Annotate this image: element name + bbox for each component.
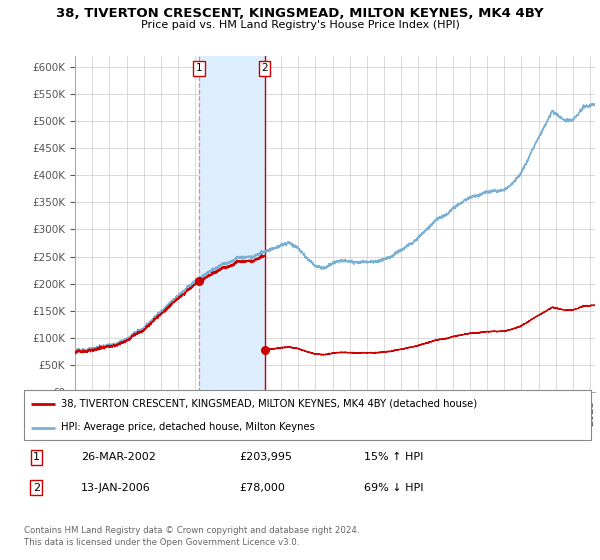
Bar xyxy=(199,56,265,392)
Text: 2: 2 xyxy=(33,483,40,493)
Text: Contains HM Land Registry data © Crown copyright and database right 2024.: Contains HM Land Registry data © Crown c… xyxy=(24,526,359,535)
Text: This data is licensed under the Open Government Licence v3.0.: This data is licensed under the Open Gov… xyxy=(24,538,299,547)
Text: £203,995: £203,995 xyxy=(239,452,292,462)
Text: HPI: Average price, detached house, Milton Keynes: HPI: Average price, detached house, Milt… xyxy=(61,422,315,432)
Text: 1: 1 xyxy=(196,63,202,73)
Text: 15% ↑ HPI: 15% ↑ HPI xyxy=(364,452,424,462)
Text: 1: 1 xyxy=(33,452,40,462)
Text: 69% ↓ HPI: 69% ↓ HPI xyxy=(364,483,424,493)
Text: 13-JAN-2006: 13-JAN-2006 xyxy=(80,483,151,493)
Text: £78,000: £78,000 xyxy=(239,483,286,493)
Text: 26-MAR-2002: 26-MAR-2002 xyxy=(80,452,155,462)
Text: 2: 2 xyxy=(261,63,268,73)
Text: Price paid vs. HM Land Registry's House Price Index (HPI): Price paid vs. HM Land Registry's House … xyxy=(140,20,460,30)
Text: 38, TIVERTON CRESCENT, KINGSMEAD, MILTON KEYNES, MK4 4BY: 38, TIVERTON CRESCENT, KINGSMEAD, MILTON… xyxy=(56,7,544,20)
Text: 38, TIVERTON CRESCENT, KINGSMEAD, MILTON KEYNES, MK4 4BY (detached house): 38, TIVERTON CRESCENT, KINGSMEAD, MILTON… xyxy=(61,399,477,408)
